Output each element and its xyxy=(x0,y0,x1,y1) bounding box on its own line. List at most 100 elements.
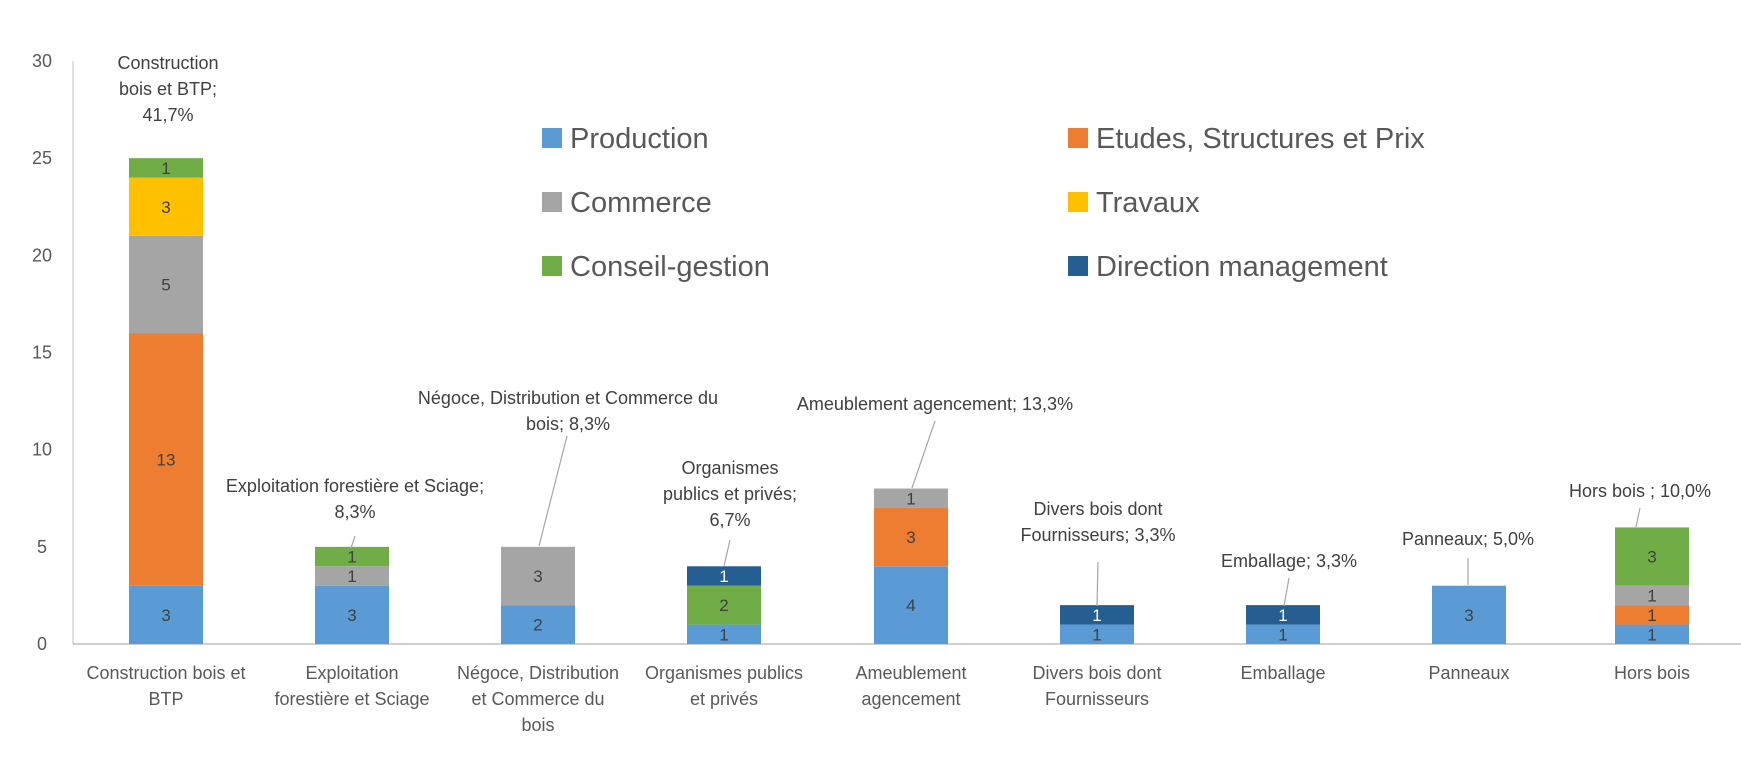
bar-callout-label: Exploitation forestière et Sciage; 8,3% xyxy=(226,476,484,522)
bar-segment xyxy=(687,566,761,586)
legend-label: Commerce xyxy=(570,187,712,219)
legend-label: Production xyxy=(570,123,709,155)
callout-leader-line xyxy=(1635,507,1641,528)
bar-segment-label: 5 xyxy=(161,275,170,294)
bar-segment-label: 3 xyxy=(347,606,356,625)
bar-segment xyxy=(129,333,203,586)
legend-label: Travaux xyxy=(1096,187,1200,219)
y-tick-label: 10 xyxy=(32,440,52,460)
y-tick-label: 30 xyxy=(32,51,52,71)
callout-leader-line xyxy=(1096,561,1099,607)
bar-callout-line: 41,7% xyxy=(142,105,193,125)
bar-callout-label: Hors bois ; 10,0% xyxy=(1569,481,1711,501)
bar-segment xyxy=(501,546,575,606)
bar-segment xyxy=(874,566,948,644)
legend: Production Etudes, Structures et Prix Comm… xyxy=(542,123,1425,283)
bar-callout-line: Divers bois dont xyxy=(1033,499,1162,519)
callout-leader-line xyxy=(1283,577,1290,607)
bar-segment xyxy=(1432,585,1506,644)
x-category-label: Construction bois et BTP xyxy=(86,663,245,709)
y-tick-label: 0 xyxy=(37,634,47,654)
bar-callout-label: Construction bois et BTP; 41,7% xyxy=(117,53,218,125)
x-category-label: Panneaux xyxy=(1428,663,1509,683)
bar-segment-label: 2 xyxy=(719,596,728,615)
x-category-label-line: Ameublement xyxy=(855,663,966,683)
bar-callout-line: Exploitation forestière et Sciage; xyxy=(226,476,484,496)
bar-segment-label: 1 xyxy=(1092,625,1101,644)
bar-segment xyxy=(129,235,203,334)
bar-callout-line: Construction xyxy=(117,53,218,73)
y-tick-label: 15 xyxy=(32,343,52,363)
bar-segment xyxy=(1060,624,1134,644)
bar-segment-label: 1 xyxy=(347,548,356,567)
bar-callout-line: 6,7% xyxy=(709,510,750,530)
x-category-label: Organismes publics et privés xyxy=(645,663,803,709)
annotations: Construction bois et BTP; 41,7% Exploitatio… xyxy=(117,53,1711,571)
legend-swatch xyxy=(1068,256,1088,276)
bar-segment xyxy=(1615,527,1689,586)
bar-segment xyxy=(129,158,203,178)
bar-segment-label: 1 xyxy=(1647,606,1656,625)
bar-segment xyxy=(315,585,389,644)
x-category-label: Ameublement agencement xyxy=(855,663,966,709)
x-category-label-line: Construction bois et xyxy=(86,663,245,683)
legend-swatch xyxy=(1068,192,1088,212)
y-tick-label: 5 xyxy=(37,537,47,557)
bar-segment xyxy=(1615,624,1689,644)
bar-callout-line: bois; 8,3% xyxy=(526,414,610,434)
bar-callout-line: Panneaux; 5,0% xyxy=(1402,529,1534,549)
x-category-label: Exploitation forestière et Sciage xyxy=(274,663,429,709)
x-category-label-line: Exploitation xyxy=(305,663,398,683)
legend-swatch xyxy=(542,256,562,276)
bar-segment xyxy=(687,585,761,625)
bar-segment-label: 1 xyxy=(906,489,915,508)
bar-segment xyxy=(1060,605,1134,625)
x-category-label-line: forestière et Sciage xyxy=(274,689,429,709)
legend-label: Direction management xyxy=(1096,251,1388,283)
bar-segment-label: 3 xyxy=(161,198,170,217)
bar-callout-line: Hors bois ; 10,0% xyxy=(1569,481,1711,501)
bar-callout-label: Emballage; 3,3% xyxy=(1221,551,1357,571)
bar-callout-line: Fournisseurs; 3,3% xyxy=(1020,525,1175,545)
x-category-label-line: et Commerce du xyxy=(471,689,604,709)
bar-segment-label: 3 xyxy=(1464,606,1473,625)
callout-leader-line xyxy=(350,535,356,549)
bar-segment-label: 13 xyxy=(157,450,176,469)
bar-callout-label: Négoce, Distribution et Commerce du bois;… xyxy=(418,388,718,434)
bar-callout-label: Divers bois dont Fournisseurs; 3,3% xyxy=(1020,499,1175,545)
bar-callout-line: publics et privés; xyxy=(663,484,797,504)
bar-callout-line: 8,3% xyxy=(334,502,375,522)
legend-swatch xyxy=(1068,128,1088,148)
bar-segment xyxy=(874,507,948,567)
x-category-label-line: Hors bois xyxy=(1614,663,1690,683)
bar-segment xyxy=(129,177,203,236)
bar-segment-label: 1 xyxy=(161,159,170,178)
bar-callout-line: bois et BTP; xyxy=(119,79,217,99)
bar-callout-line: Ameublement agencement; 13,3% xyxy=(797,394,1073,414)
x-category-label: Emballage xyxy=(1240,663,1325,683)
x-category-label: Hors bois xyxy=(1614,663,1690,683)
y-tick-label: 25 xyxy=(32,148,52,168)
x-category-label-line: et privés xyxy=(690,689,758,709)
bar-segment xyxy=(1246,605,1320,625)
y-tick-label: 20 xyxy=(32,245,52,265)
bar-segment-label: 3 xyxy=(906,528,915,547)
callout-leader-line xyxy=(723,539,731,567)
bar-segment xyxy=(1246,624,1320,644)
bar-segment xyxy=(315,546,389,567)
bar-callout-line: Emballage; 3,3% xyxy=(1221,551,1357,571)
bar-segment xyxy=(501,605,575,644)
bar-segment-label: 1 xyxy=(1647,625,1656,644)
bar-segment xyxy=(874,488,948,508)
bar-segment-label: 1 xyxy=(1278,625,1287,644)
x-category-label-line: Négoce, Distribution xyxy=(457,663,619,683)
x-category-label-line: BTP xyxy=(148,689,183,709)
x-category-label-line: Divers bois dont xyxy=(1032,663,1161,683)
x-category-label-line: bois xyxy=(521,715,554,735)
bar-callout-line: Organismes xyxy=(681,458,778,478)
legend-label: Etudes, Structures et Prix xyxy=(1096,123,1425,155)
bar-segment xyxy=(1615,605,1689,625)
bar-segment-label: 2 xyxy=(533,616,542,635)
